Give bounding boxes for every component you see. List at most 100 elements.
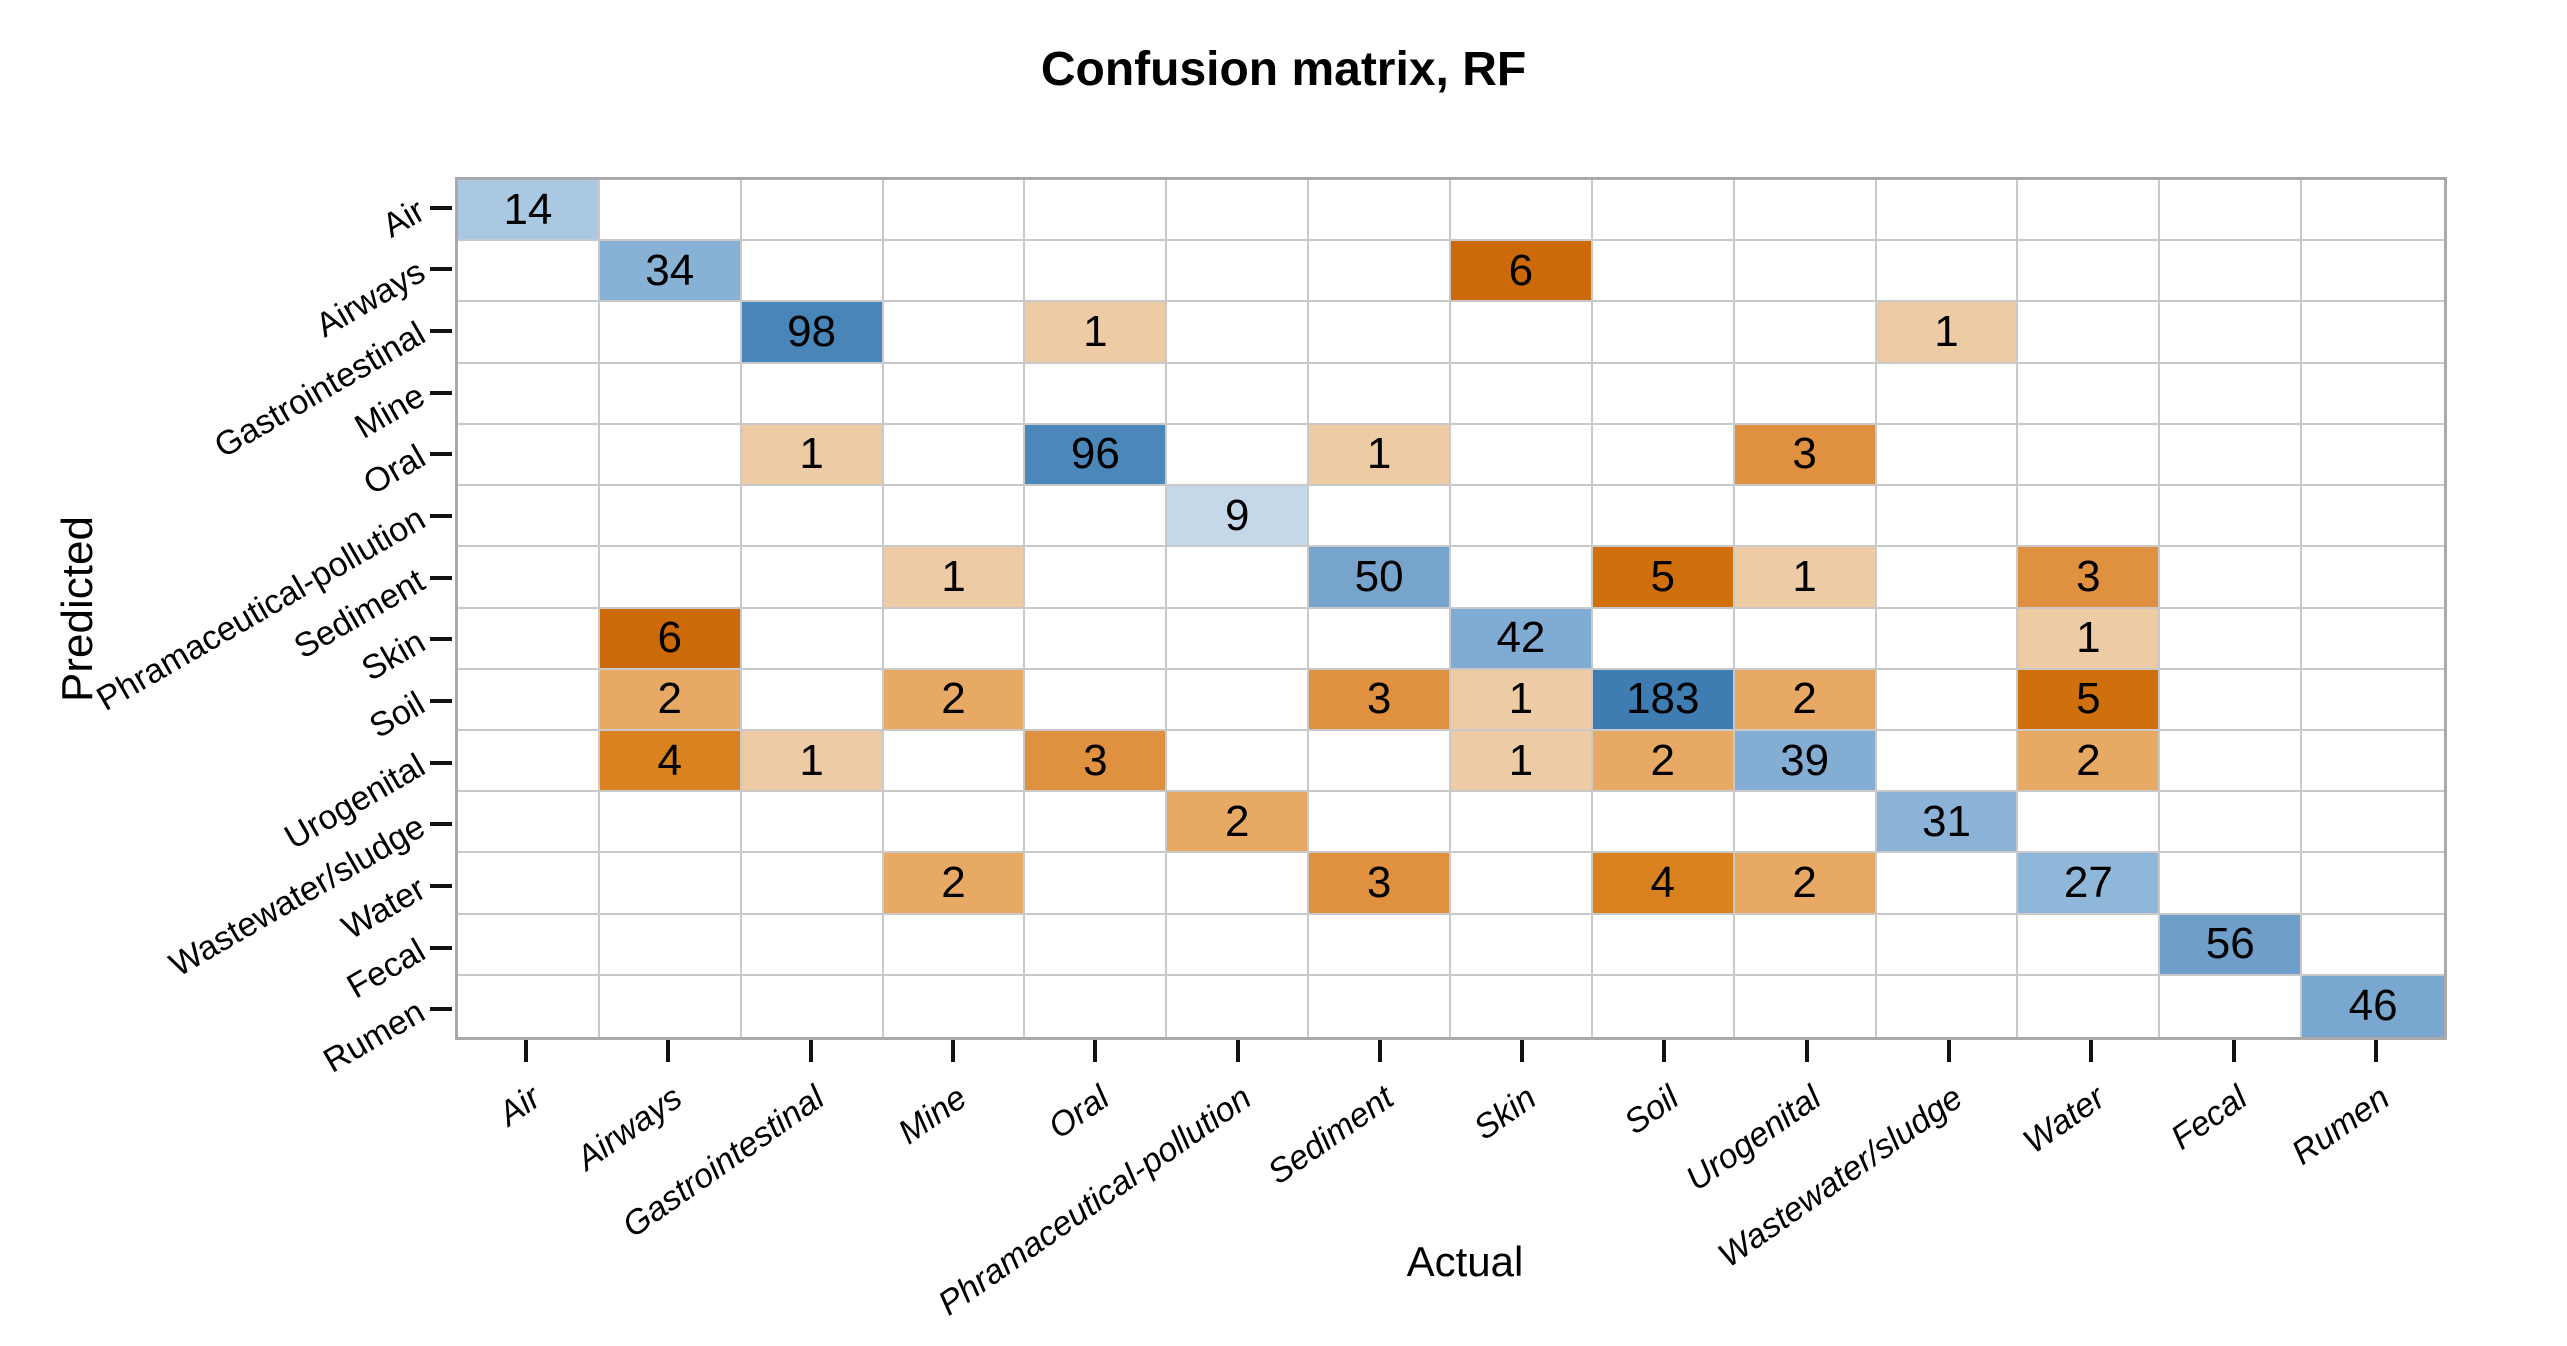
matrix-cell-rumen-oral — [1025, 975, 1168, 1037]
matrix-cell-soil-oral — [1025, 669, 1168, 731]
matrix-cell-water-skin — [1451, 853, 1593, 915]
matrix-cell-rumen-mine — [884, 975, 1026, 1037]
matrix-cell-mine-sediment — [1309, 363, 1451, 425]
matrix-cell-wastewater-sludge-air — [458, 792, 600, 854]
chart-title: Confusion matrix, RF — [1040, 43, 1527, 96]
matrix-cell-phramaceutical-pollution-mine — [883, 486, 1026, 548]
matrix-cell-water-air — [458, 853, 600, 915]
matrix-cell-fecal-wastewater-sludge — [1876, 914, 2019, 976]
y-tick-airways — [430, 267, 452, 272]
matrix-cell-air-fecal — [2160, 180, 2303, 242]
y-tick-phramaceutical-pollution — [430, 514, 452, 519]
matrix-cell-soil-wastewater-sludge — [1876, 669, 2019, 731]
x-tick-label-soil: Soil — [1617, 1078, 1686, 1143]
matrix-cell-urogenital-water: 2 — [2018, 730, 2161, 793]
matrix-cell-oral-airways — [599, 424, 742, 487]
matrix-cell-soil-mine: 2 — [883, 669, 1026, 731]
matrix-cell-air-sediment — [1309, 180, 1451, 242]
x-tick-label-rumen: Rumen — [2285, 1078, 2397, 1173]
matrix-cell-rumen-sediment — [1309, 975, 1451, 1037]
x-tick-phramaceutical-pollution — [1235, 1040, 1240, 1062]
matrix-cell-sediment-mine: 1 — [883, 547, 1026, 609]
matrix-cell-wastewater-sludge-soil — [1592, 792, 1735, 854]
matrix-cell-airways-wastewater-sludge — [1876, 241, 2019, 303]
matrix-cell-wastewater-sludge-oral — [1025, 792, 1168, 854]
matrix-cell-phramaceutical-pollution-water — [2018, 486, 2161, 548]
matrix-cell-mine-oral — [1025, 363, 1168, 425]
matrix-cell-wastewater-sludge-mine — [883, 792, 1026, 854]
matrix-cell-sediment-fecal — [2160, 547, 2303, 609]
matrix-cell-urogenital-air — [458, 730, 600, 793]
matrix-cell-mine-air — [458, 363, 600, 425]
matrix-cell-gastrointestinal-air — [458, 302, 600, 364]
matrix-cell-airways-skin: 6 — [1451, 241, 1593, 303]
matrix-cell-air-phramaceutical-pollution — [1167, 180, 1310, 242]
matrix-cell-sediment-wastewater-sludge — [1876, 547, 2019, 609]
matrix-cell-urogenital-fecal — [2160, 730, 2303, 793]
x-tick-label-fecal: Fecal — [2164, 1078, 2255, 1158]
matrix-cell-air-urogenital — [1734, 180, 1877, 242]
x-tick-rumen — [2373, 1040, 2378, 1062]
matrix-cell-fecal-rumen — [2302, 915, 2444, 976]
x-tick-skin — [1520, 1040, 1525, 1062]
matrix-cell-soil-skin: 1 — [1451, 669, 1593, 731]
matrix-cell-gastrointestinal-fecal — [2160, 302, 2303, 364]
matrix-cell-urogenital-skin: 1 — [1451, 730, 1593, 793]
matrix-cell-oral-oral: 96 — [1025, 424, 1168, 487]
x-tick-label-wastewater-sludge: Wastewater/sludge — [1711, 1078, 1970, 1276]
matrix-cell-rumen-rumen: 46 — [2302, 975, 2444, 1037]
matrix-cell-air-water — [2018, 180, 2161, 242]
matrix-cell-soil-airways: 2 — [599, 669, 742, 731]
y-tick-urogenital — [430, 760, 452, 765]
matrix-cell-gastrointestinal-wastewater-sludge: 1 — [1876, 302, 2019, 364]
matrix-cell-oral-rumen — [2302, 425, 2444, 487]
matrix-cell-water-wastewater-sludge — [1876, 853, 2019, 915]
matrix-cell-mine-airways — [599, 363, 742, 425]
y-axis-title: Predicted — [53, 516, 102, 702]
matrix-cell-sediment-soil: 5 — [1592, 547, 1735, 609]
matrix-cell-soil-soil: 183 — [1592, 669, 1735, 731]
matrix-cell-phramaceutical-pollution-rumen — [2302, 486, 2444, 548]
matrix-cell-skin-fecal — [2160, 608, 2303, 670]
matrix-cell-water-fecal — [2160, 853, 2303, 915]
y-tick-oral — [430, 452, 452, 457]
matrix-cell-water-urogenital: 2 — [1734, 853, 1877, 915]
matrix-cell-phramaceutical-pollution-urogenital — [1734, 486, 1877, 548]
x-tick-air — [524, 1040, 529, 1062]
matrix-cell-airways-rumen — [2302, 241, 2444, 303]
matrix-cell-skin-sediment — [1309, 608, 1451, 670]
matrix-cell-soil-gastrointestinal — [741, 669, 884, 731]
y-tick-water — [430, 883, 452, 888]
matrix-cell-gastrointestinal-oral: 1 — [1025, 302, 1168, 364]
matrix-cell-airways-airways: 34 — [599, 241, 742, 303]
matrix-cell-mine-fecal — [2160, 363, 2303, 425]
matrix-cell-sediment-gastrointestinal — [741, 547, 884, 609]
y-tick-skin — [430, 637, 452, 642]
matrix-cell-mine-skin — [1451, 363, 1593, 425]
matrix-cell-phramaceutical-pollution-airways — [599, 486, 742, 548]
matrix-cell-rumen-phramaceutical-pollution — [1167, 975, 1310, 1037]
matrix-cell-soil-urogenital: 2 — [1734, 669, 1877, 731]
matrix-cell-airways-mine — [883, 241, 1026, 303]
matrix-cell-air-air: 14 — [458, 180, 600, 242]
matrix-cell-airways-air — [458, 241, 600, 303]
matrix-cell-mine-gastrointestinal — [741, 363, 884, 425]
matrix-cell-gastrointestinal-water — [2018, 302, 2161, 364]
matrix-cell-wastewater-sludge-airways — [599, 792, 742, 854]
matrix-cell-wastewater-sludge-skin — [1451, 792, 1593, 854]
matrix-cell-skin-wastewater-sludge — [1876, 608, 2019, 670]
x-tick-urogenital — [1804, 1040, 1809, 1062]
matrix-cell-gastrointestinal-mine — [883, 302, 1026, 364]
matrix-cell-rumen-airways — [600, 975, 742, 1037]
matrix-cell-skin-phramaceutical-pollution — [1167, 608, 1310, 670]
matrix-cell-urogenital-phramaceutical-pollution — [1167, 730, 1310, 793]
matrix-cell-airways-urogenital — [1734, 241, 1877, 303]
matrix-cell-rumen-air — [458, 975, 600, 1037]
x-tick-label-oral: Oral — [1041, 1078, 1117, 1147]
matrix-cell-water-mine: 2 — [883, 853, 1026, 915]
x-tick-label-mine: Mine — [891, 1078, 974, 1152]
matrix-cell-skin-water: 1 — [2018, 608, 2161, 670]
matrix-cell-water-water: 27 — [2018, 853, 2161, 915]
matrix-cell-soil-phramaceutical-pollution — [1167, 669, 1310, 731]
